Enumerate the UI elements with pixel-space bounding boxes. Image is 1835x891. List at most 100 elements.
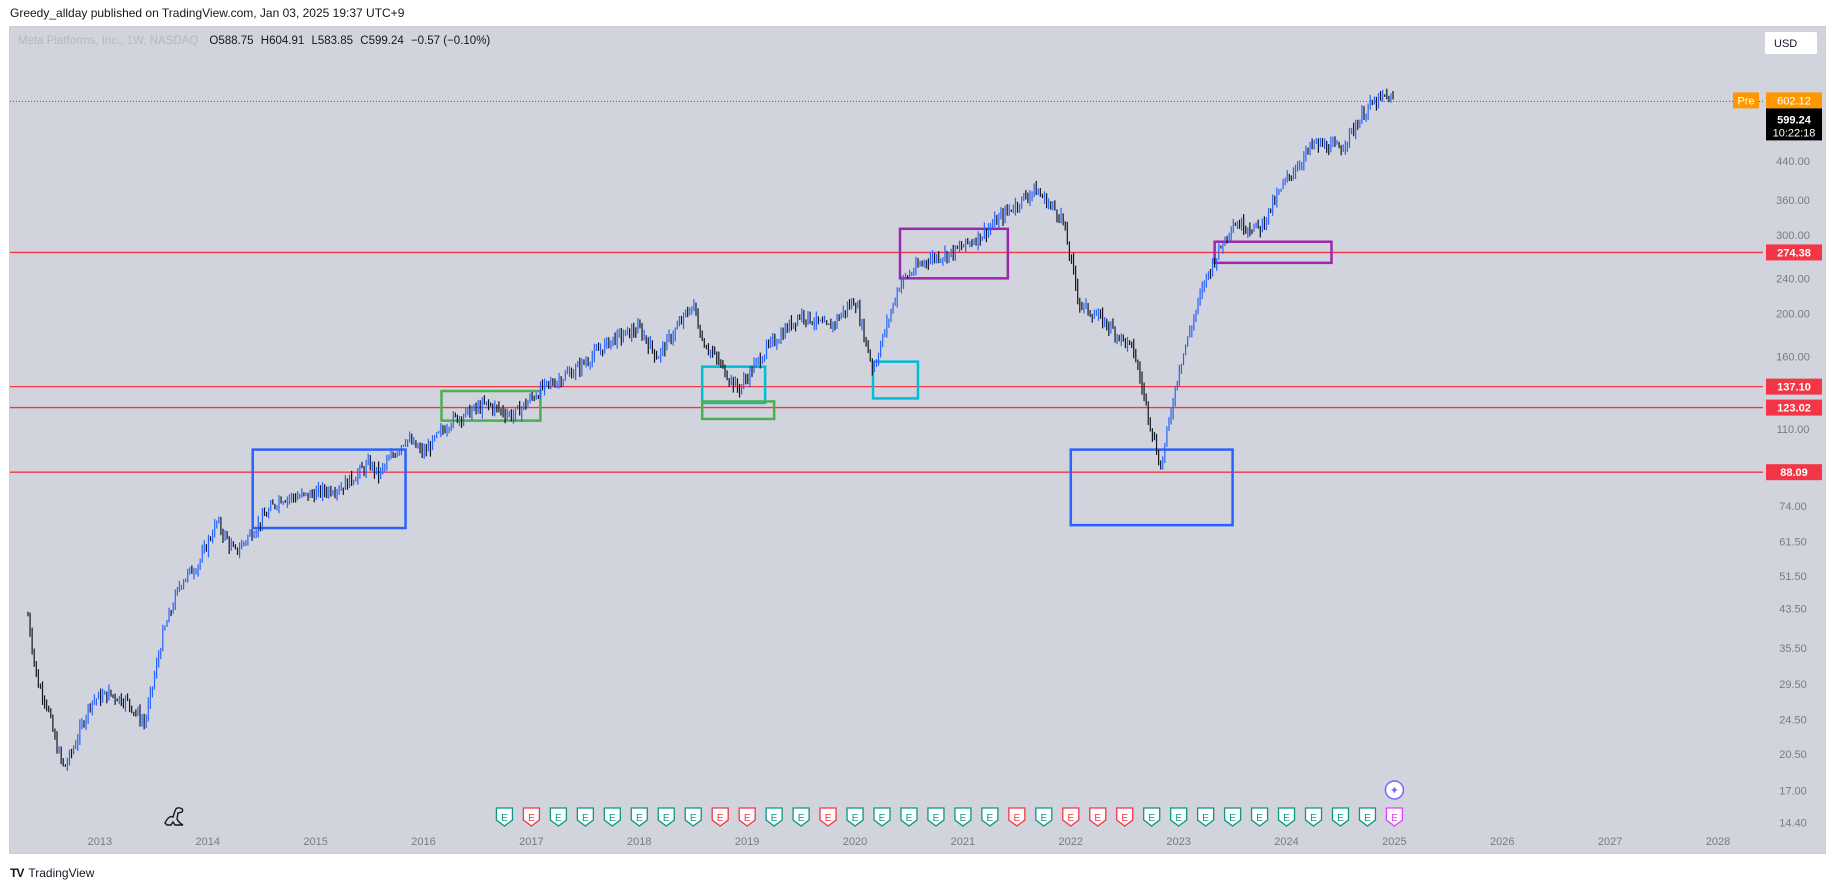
earnings-marker-13 bbox=[846, 807, 864, 827]
earnings-marker-label-15: E bbox=[906, 813, 913, 824]
support-line-label-2: 123.02 bbox=[1777, 403, 1811, 415]
footer-brand[interactable]: TV TradingView bbox=[10, 866, 94, 880]
earnings-marker-label-12: E bbox=[825, 813, 832, 824]
earnings-marker-label-11: E bbox=[798, 813, 805, 824]
currency-button[interactable]: USD bbox=[1764, 31, 1818, 55]
price-badges-layer: 274.38 137.10 123.02 88.09 Pre 602.12 599.2410… bbox=[1733, 92, 1822, 481]
price-tick-7: 110.00 bbox=[1777, 424, 1810, 436]
earnings-marker-label-18: E bbox=[987, 813, 994, 824]
earnings-marker-label-29: E bbox=[1283, 813, 1290, 824]
earnings-marker-8 bbox=[711, 807, 729, 827]
publisher-line: Greedy_allday published on TradingView.c… bbox=[10, 6, 405, 20]
earnings-marker-3 bbox=[576, 807, 594, 827]
open-label: O bbox=[209, 35, 219, 47]
price-tick-8: 74.00 bbox=[1779, 501, 1807, 513]
earnings-marker-21 bbox=[1062, 807, 1080, 827]
time-tick-5: 2018 bbox=[627, 836, 651, 848]
annotation-box-blue-6 bbox=[1069, 448, 1234, 527]
time-tick-4: 2017 bbox=[519, 836, 543, 848]
tradingview-logo-icon: TV bbox=[10, 866, 24, 880]
support-line-label-bg-0 bbox=[1766, 244, 1822, 261]
premarket-price-bg bbox=[1766, 92, 1822, 109]
premarket-price: 602.12 bbox=[1777, 95, 1811, 107]
earnings-marker-label-22: E bbox=[1094, 813, 1101, 824]
high-label: H bbox=[260, 35, 270, 47]
price-tick-15: 20.50 bbox=[1779, 749, 1807, 761]
earnings-marker-label-24: E bbox=[1148, 813, 1155, 824]
earnings-marker-27 bbox=[1223, 807, 1242, 827]
close-label: C bbox=[360, 35, 369, 47]
price-tick-16: 17.00 bbox=[1779, 785, 1807, 797]
earnings-marker-label-7: E bbox=[690, 813, 697, 824]
earnings-marker-23 bbox=[1116, 807, 1134, 827]
time-tick-15: 2028 bbox=[1706, 836, 1730, 848]
earnings-marker-label-30: E bbox=[1310, 813, 1317, 824]
earnings-marker-12 bbox=[819, 807, 837, 827]
time-tick-9: 2022 bbox=[1059, 836, 1083, 848]
earnings-marker-16 bbox=[927, 807, 945, 827]
annotation-box-blue-0 bbox=[251, 448, 407, 530]
time-axis: 2013 2014 2015 2016 2017 2018 2019 2020 2021 2022… bbox=[88, 836, 1731, 848]
earnings-marker-4 bbox=[603, 807, 621, 827]
price-tick-14: 24.50 bbox=[1779, 715, 1807, 727]
earnings-marker-label-5: E bbox=[636, 813, 643, 824]
earnings-marker-5 bbox=[630, 807, 648, 827]
earnings-marker-32 bbox=[1358, 807, 1377, 827]
time-tick-11: 2024 bbox=[1274, 836, 1298, 848]
earnings-marker-label-25: E bbox=[1175, 813, 1182, 824]
brand-name: TradingView bbox=[28, 866, 95, 880]
time-tick-0: 2013 bbox=[88, 836, 112, 848]
symbol-legend[interactable]: Meta Platforms, Inc., 1W, NASDAQ O588.75… bbox=[18, 35, 490, 47]
time-tick-8: 2021 bbox=[951, 836, 975, 848]
price-tick-6: 160.00 bbox=[1776, 352, 1810, 364]
earnings-marker-label-33: E bbox=[1391, 813, 1398, 824]
earnings-marker-label-2: E bbox=[555, 813, 562, 824]
price-tick-2: 360.00 bbox=[1776, 195, 1810, 207]
earnings-marker-33 bbox=[1385, 807, 1404, 827]
earnings-marker-label-26: E bbox=[1202, 813, 1209, 824]
annotation-box-cyan-4 bbox=[871, 360, 920, 400]
earnings-marker-29 bbox=[1277, 807, 1296, 827]
countdown-badge: 10:22:18 bbox=[1773, 127, 1816, 139]
earnings-marker-11 bbox=[792, 807, 810, 827]
earnings-marker-label-0: E bbox=[501, 813, 508, 824]
symbol-name[interactable]: Meta Platforms, Inc., 1W, NASDAQ bbox=[18, 35, 199, 47]
price-tick-3: 300.00 bbox=[1776, 230, 1810, 242]
support-line-label-1: 137.10 bbox=[1777, 382, 1811, 394]
earnings-marker-label-28: E bbox=[1256, 813, 1263, 824]
premarket-tag-bg bbox=[1733, 92, 1759, 109]
price-tick-12: 35.50 bbox=[1779, 643, 1807, 655]
price-axis-background bbox=[1763, 27, 1825, 835]
earnings-marker-15 bbox=[900, 807, 918, 827]
earnings-marker-1 bbox=[522, 807, 541, 827]
low-value: 583.85 bbox=[317, 35, 354, 47]
annotation-box-cyan-2 bbox=[700, 365, 767, 405]
dinosaur-icon bbox=[164, 807, 184, 826]
support-line-label-3: 88.09 bbox=[1780, 467, 1808, 479]
chart-frame[interactable] bbox=[9, 26, 1826, 854]
time-tick-1: 2014 bbox=[196, 836, 220, 848]
support-line-label-bg-2 bbox=[1766, 399, 1822, 416]
last-price-badge: 599.24 bbox=[1777, 114, 1812, 126]
plot-background bbox=[10, 27, 1763, 835]
earnings-marker-24 bbox=[1143, 807, 1161, 827]
earnings-marker-label-13: E bbox=[852, 813, 859, 824]
price-tick-5: 200.00 bbox=[1776, 309, 1810, 321]
earnings-marker-label-1: E bbox=[528, 813, 535, 824]
dividend-marker-bg bbox=[1384, 780, 1405, 800]
earnings-marker-label-8: E bbox=[717, 813, 724, 824]
annotation-box-purple-5 bbox=[898, 227, 1010, 280]
earnings-marker-22 bbox=[1089, 807, 1107, 827]
earnings-marker-6 bbox=[657, 807, 675, 827]
earnings-marker-30 bbox=[1304, 807, 1323, 827]
premarket-tag: Pre bbox=[1737, 95, 1754, 107]
support-line-label-bg-1 bbox=[1766, 378, 1822, 395]
price-tick-17: 14.40 bbox=[1779, 818, 1807, 830]
earnings-marker-label-9: E bbox=[744, 813, 751, 824]
earnings-marker-25 bbox=[1170, 807, 1188, 827]
candles-layer bbox=[27, 88, 1394, 771]
annotation-box-green-1 bbox=[440, 389, 542, 422]
low-label: L bbox=[311, 35, 318, 47]
high-value: 604.91 bbox=[269, 35, 305, 47]
